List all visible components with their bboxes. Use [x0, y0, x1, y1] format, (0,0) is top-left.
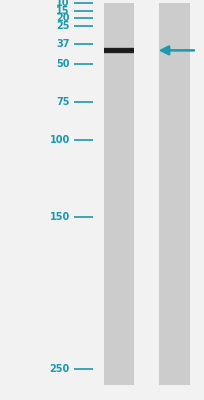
Text: 100: 100: [49, 136, 69, 146]
Bar: [103, 49, 134, 52]
Bar: [103, 3, 134, 385]
Text: 150: 150: [49, 212, 69, 222]
Bar: [103, 48, 134, 53]
Text: 75: 75: [56, 97, 69, 107]
Text: 20: 20: [56, 13, 69, 23]
Text: 50: 50: [56, 59, 69, 69]
Text: 250: 250: [49, 364, 69, 374]
Bar: [158, 3, 189, 385]
Text: 25: 25: [56, 21, 69, 31]
Text: 15: 15: [56, 6, 69, 16]
Text: 37: 37: [56, 39, 69, 49]
Bar: [103, 47, 134, 54]
Text: 10: 10: [56, 0, 69, 8]
